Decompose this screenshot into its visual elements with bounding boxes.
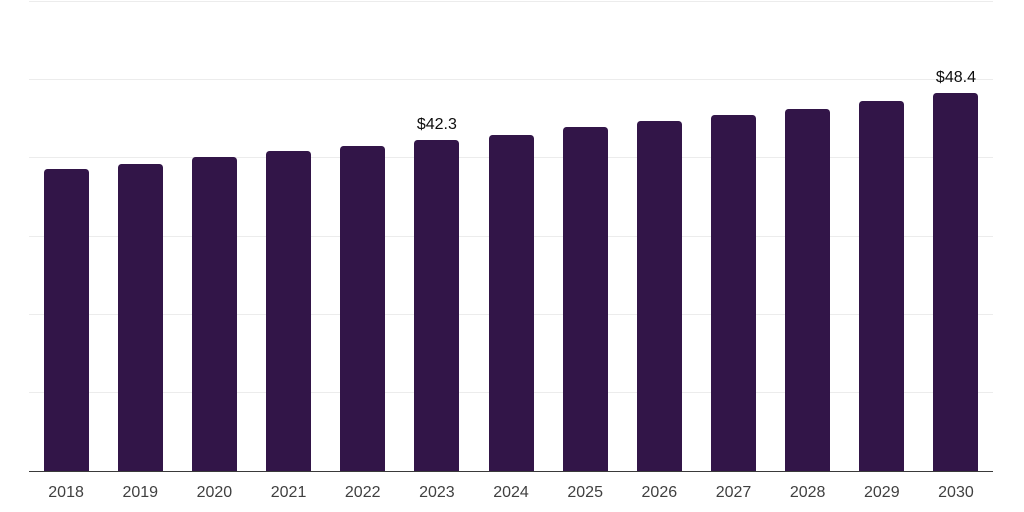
x-axis-tick-labels: 2018 2019 2020 2021 2022 2023 2024 2025 2026 2027…: [29, 485, 993, 501]
bar-slot-2026: [622, 2, 696, 471]
bar-2020: [191, 156, 237, 471]
bar-2029: [859, 101, 905, 471]
x-tick-label-2025: 2025: [567, 484, 603, 501]
bar-2019: [117, 163, 163, 471]
bar-2028: [785, 109, 831, 471]
bar-2022: [340, 145, 386, 471]
bar-slot-2024: [474, 2, 548, 471]
x-tick-label-2026: 2026: [641, 484, 678, 501]
gridline: [29, 79, 993, 81]
x-tick-label-2030: 2030: [938, 484, 974, 501]
bar-slot-2027: [696, 2, 770, 471]
bar-2027: [710, 114, 756, 471]
bar-2021: [266, 151, 312, 471]
bar-2026: [636, 120, 682, 471]
x-tick-label-2022: 2022: [344, 484, 381, 501]
x-tick-label-2019: 2019: [122, 484, 159, 501]
bar-value-label-2030: $48.4: [935, 68, 976, 86]
bar-slot-2022: [326, 2, 400, 471]
x-tick-label-2021: 2021: [270, 484, 307, 501]
x-tick-label-2020: 2020: [196, 484, 233, 501]
bar-slot-2019: [103, 2, 177, 471]
x-tick-label-2028: 2028: [789, 484, 826, 501]
x-tick-label-2027: 2027: [715, 484, 752, 501]
x-tick-label-2024: 2024: [493, 484, 529, 501]
bar-slot-2028: [771, 2, 845, 471]
bar-value-label-2023: $42.3: [416, 116, 457, 134]
bar-2018: [43, 169, 89, 471]
bar-2030: [933, 92, 979, 471]
plot-area: $42.3 $48.4: [29, 1, 993, 472]
bar-2023: [414, 140, 460, 471]
bar-slot-2018: [29, 2, 103, 471]
bar-slot-2023: $42.3: [400, 2, 474, 471]
bar-2025: [562, 127, 608, 471]
x-tick-label-2023: 2023: [419, 484, 455, 501]
bar-slot-2030: $48.4: [919, 2, 993, 471]
x-tick-label-2018: 2018: [48, 484, 84, 501]
bars: $42.3 $48.4: [29, 2, 993, 471]
bar-slot-2020: [177, 2, 251, 471]
gridline: [29, 1, 993, 2]
x-tick-label-2029: 2029: [864, 484, 900, 501]
bar-slot-2029: [845, 2, 919, 471]
bar-slot-2025: [548, 2, 622, 471]
bar-slot-2021: [251, 2, 325, 471]
bar-2024: [488, 134, 534, 471]
